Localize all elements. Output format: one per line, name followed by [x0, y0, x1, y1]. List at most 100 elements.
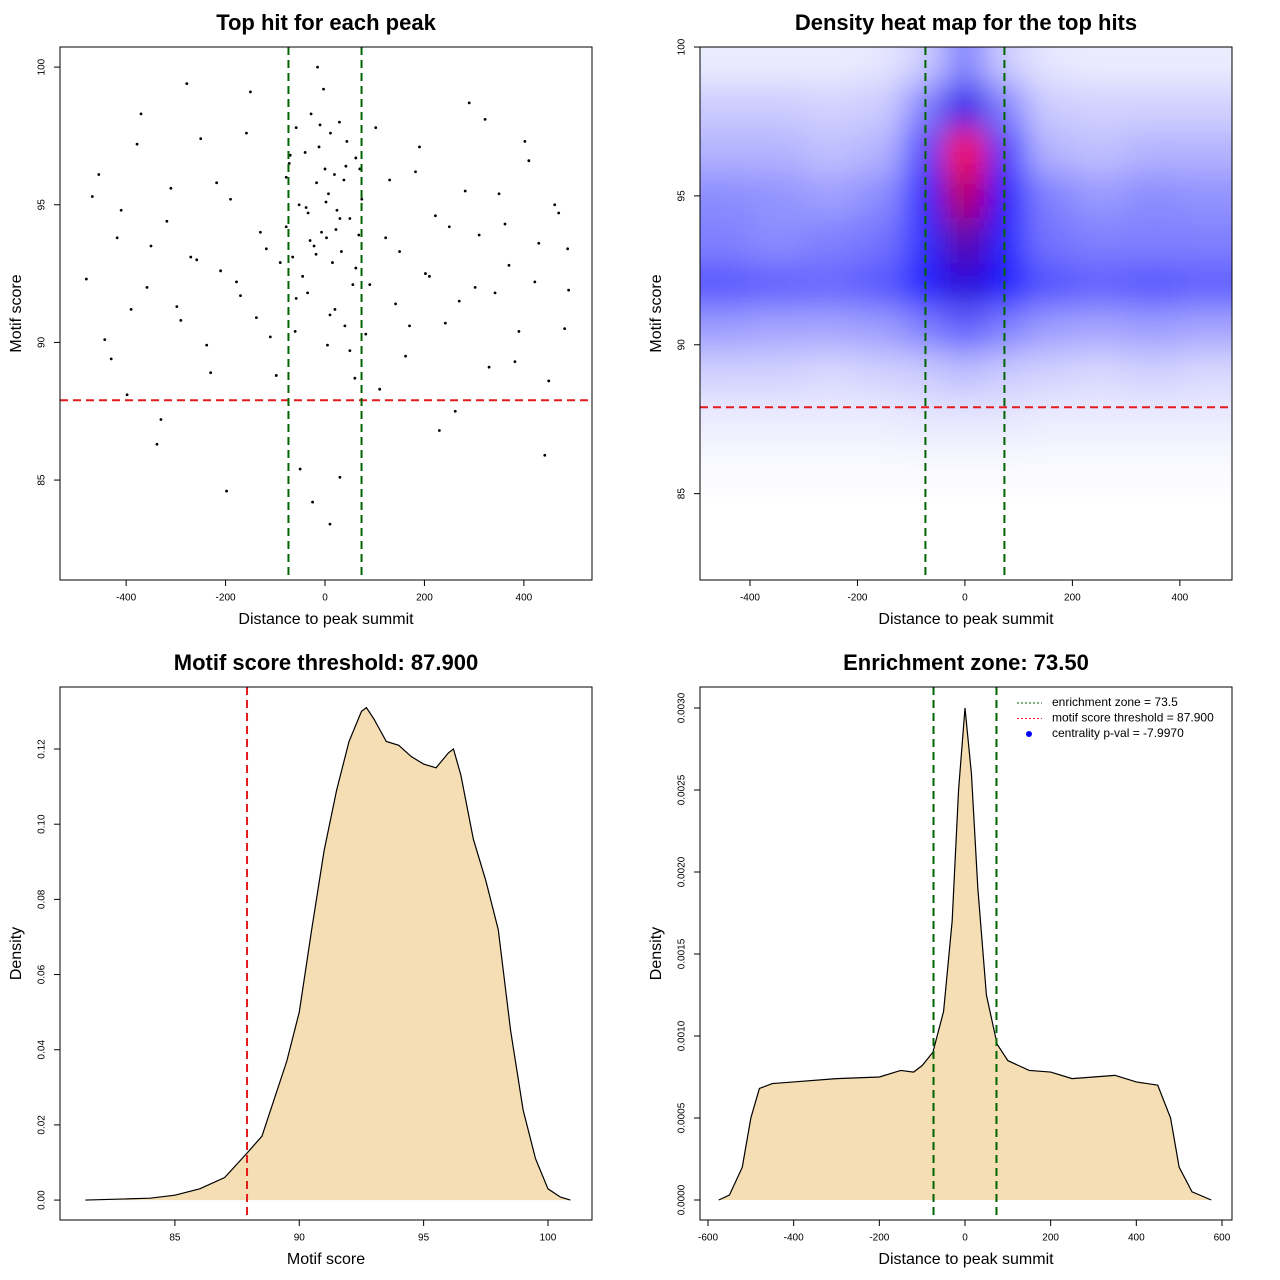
y-axis-label: Density	[8, 927, 25, 980]
y-tick-label: 100	[37, 58, 48, 75]
point	[249, 90, 252, 94]
x-tick-label: 0	[962, 1233, 968, 1244]
point	[348, 217, 352, 220]
heat-cell	[1179, 84, 1232, 130]
heat-cell	[944, 128, 986, 175]
heat-cell	[1126, 218, 1181, 264]
heat-cell	[749, 486, 805, 580]
heat-cell	[1072, 84, 1127, 130]
point	[254, 316, 258, 320]
heat-cell	[985, 352, 1026, 398]
heat-cell	[944, 262, 986, 309]
x-tick-label: 200	[1064, 593, 1081, 604]
point	[527, 159, 531, 163]
point	[354, 266, 358, 270]
panel: -400 -200 0 200 400 85 90 95 100 Density heat map…	[648, 10, 1233, 628]
heat-cell	[1126, 84, 1181, 130]
heat-cell	[985, 173, 1026, 219]
heat-cell	[857, 84, 905, 130]
point	[364, 332, 368, 336]
x-tick-label: 0	[322, 593, 328, 604]
heat-cell	[1126, 307, 1181, 353]
heat-cell	[1126, 486, 1181, 580]
point	[165, 219, 169, 223]
point	[149, 244, 153, 248]
point	[338, 120, 341, 124]
point	[205, 343, 209, 347]
density-line	[718, 707, 1212, 1201]
heat-cell	[1126, 173, 1181, 219]
point	[473, 285, 477, 289]
heat-cell	[1025, 47, 1073, 85]
heat-cell	[1126, 441, 1181, 487]
point	[320, 230, 323, 234]
heat-cell	[749, 218, 805, 264]
heat-cell	[1072, 352, 1127, 398]
point	[333, 307, 337, 311]
point	[483, 118, 487, 121]
y-tick-label: 0.00	[37, 1190, 48, 1210]
point	[348, 349, 352, 353]
heat-cell	[857, 218, 905, 264]
point	[324, 200, 328, 204]
x-tick-label: -400	[740, 593, 760, 604]
point	[517, 329, 521, 333]
y-tick-label: 90	[37, 336, 48, 348]
point	[219, 269, 222, 273]
density-area	[85, 707, 571, 1201]
x-tick-label: -400	[116, 593, 136, 604]
heat-cell	[857, 128, 905, 175]
x-axis-label: Motif score	[287, 1251, 365, 1268]
y-tick-label: 0.0020	[677, 856, 688, 887]
heat-cell	[1025, 486, 1073, 580]
point	[109, 357, 113, 361]
density-area	[718, 707, 1212, 1200]
x-tick-label: 400	[1172, 593, 1189, 604]
x-axis-label: Distance to peak summit	[878, 611, 1054, 628]
x-tick-label: -600	[698, 1233, 718, 1244]
point	[258, 230, 262, 234]
point	[185, 82, 189, 86]
point	[398, 250, 401, 253]
heat-cell	[803, 307, 858, 353]
point	[533, 280, 537, 284]
point	[368, 283, 372, 286]
point	[497, 192, 501, 196]
heat-cell	[1179, 396, 1232, 443]
panel: 85 90 95 100 0.00 0.02 0.04 0.06 0.08 0.10 0.12 Mot…	[8, 650, 593, 1268]
point	[513, 360, 517, 364]
legend-swatch	[1026, 731, 1032, 737]
heat-cell	[944, 173, 986, 219]
point	[268, 335, 272, 339]
point	[195, 258, 199, 262]
heat-cell	[1072, 262, 1127, 309]
heat-cell	[944, 47, 986, 85]
y-axis-label: Motif score	[648, 274, 665, 352]
point	[338, 217, 342, 220]
heat-cell	[857, 173, 905, 219]
point	[453, 409, 457, 413]
point	[566, 247, 570, 251]
heat-cell	[700, 173, 751, 219]
point	[209, 371, 213, 375]
heat-cell	[700, 441, 751, 487]
point	[567, 288, 571, 292]
heat-cell	[803, 218, 858, 264]
heat-cell	[1072, 307, 1127, 353]
y-tick-label: 0.02	[37, 1115, 48, 1135]
point	[338, 475, 342, 479]
point	[443, 321, 447, 325]
heat-cell	[803, 262, 858, 309]
point	[135, 142, 139, 146]
point	[308, 239, 312, 242]
point	[225, 489, 228, 493]
point	[557, 211, 561, 215]
heat-cell	[1072, 173, 1127, 219]
y-tick-label: 0.06	[37, 964, 48, 984]
point	[354, 156, 358, 160]
heat-cell	[749, 396, 805, 443]
heat-cell	[749, 173, 805, 219]
heat-cell	[803, 352, 858, 398]
point	[155, 442, 159, 446]
